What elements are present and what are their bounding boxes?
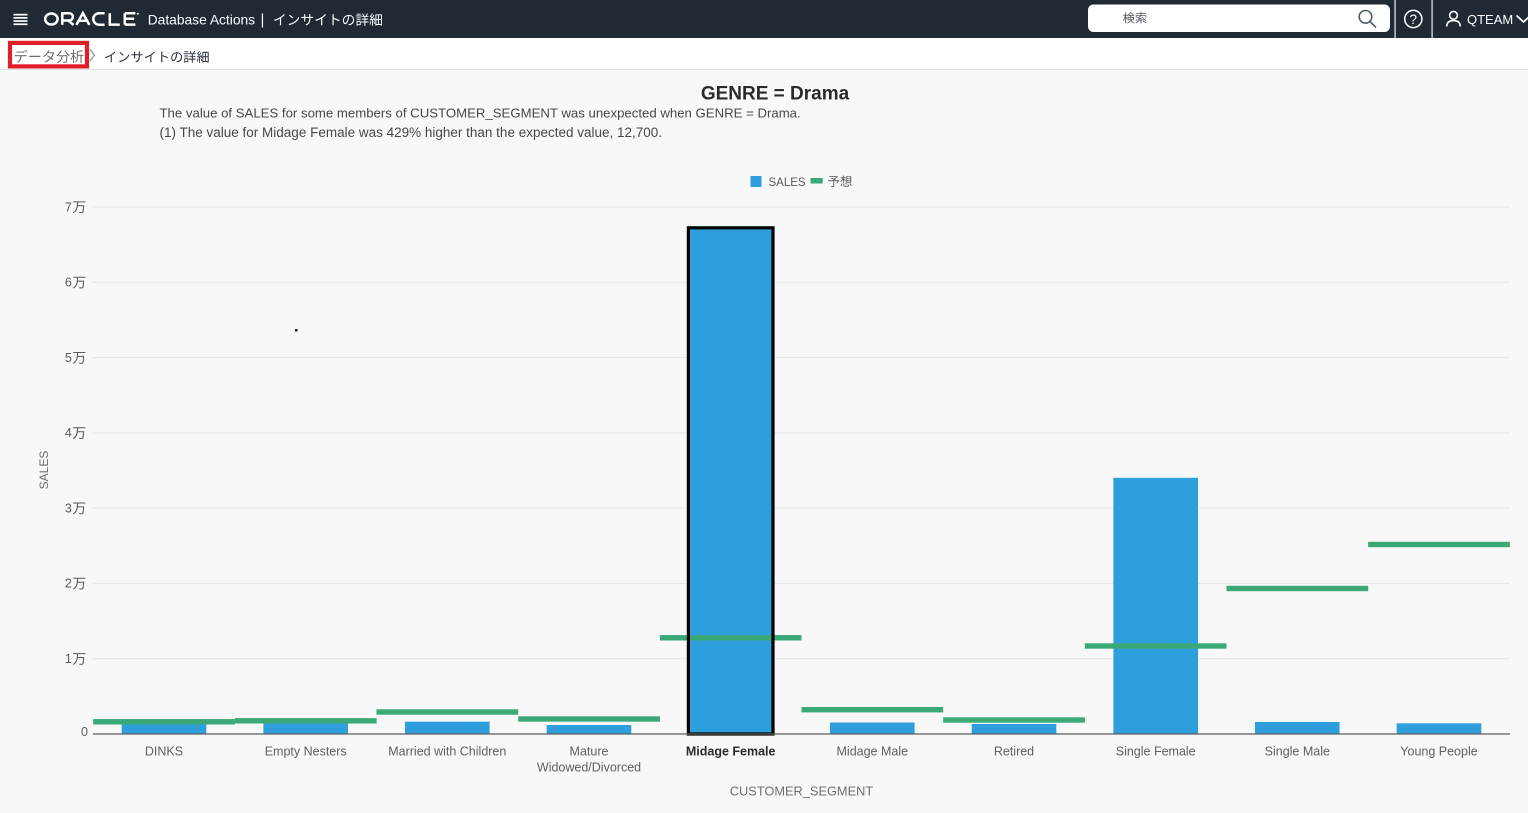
svg-text:5: 5 bbox=[65, 351, 72, 365]
svg-text:SALES: SALES bbox=[37, 451, 51, 490]
svg-text:Married with Children: Married with Children bbox=[388, 745, 506, 759]
svg-text:Young People: Young People bbox=[1400, 745, 1477, 759]
svg-text:QTEAM: QTEAM bbox=[1467, 12, 1513, 27]
svg-text:4: 4 bbox=[65, 426, 72, 440]
svg-text:Empty Nesters: Empty Nesters bbox=[265, 745, 347, 759]
svg-text:Midage Male: Midage Male bbox=[837, 745, 909, 759]
svg-text:CUSTOMER_SEGMENT: CUSTOMER_SEGMENT bbox=[730, 784, 874, 799]
svg-text:Database Actions: Database Actions bbox=[148, 13, 255, 28]
svg-text:2: 2 bbox=[65, 577, 72, 591]
svg-text:Mature: Mature bbox=[570, 745, 609, 759]
svg-text:0: 0 bbox=[81, 725, 88, 739]
svg-text:?: ? bbox=[1410, 12, 1418, 27]
svg-text:1: 1 bbox=[65, 652, 72, 666]
svg-text:3: 3 bbox=[65, 501, 72, 515]
svg-text:The value of SALES for some me: The value of SALES for some members of C… bbox=[160, 105, 801, 120]
svg-text:GENRE = Drama: GENRE = Drama bbox=[701, 83, 850, 104]
svg-text:Single Female: Single Female bbox=[1116, 745, 1196, 759]
svg-text:7: 7 bbox=[65, 200, 72, 214]
svg-text:|: | bbox=[261, 12, 265, 29]
svg-text:DINKS: DINKS bbox=[145, 745, 183, 759]
svg-text:Retired: Retired bbox=[994, 745, 1034, 759]
svg-text:Single Male: Single Male bbox=[1265, 745, 1330, 759]
svg-text:(1) The value for Midage Femal: (1) The value for Midage Female was 429%… bbox=[160, 125, 663, 140]
svg-text:6: 6 bbox=[65, 276, 72, 290]
svg-text:Midage Female: Midage Female bbox=[686, 745, 776, 759]
svg-text:Widowed/Divorced: Widowed/Divorced bbox=[537, 761, 641, 775]
svg-text:SALES: SALES bbox=[769, 177, 806, 189]
